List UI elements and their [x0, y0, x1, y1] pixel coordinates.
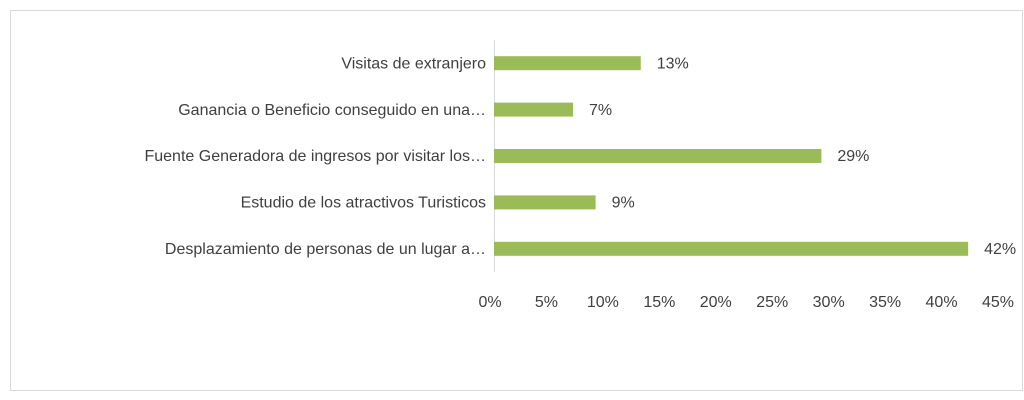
x-tick-label: 30% — [813, 294, 845, 311]
value-label: 13% — [657, 55, 689, 72]
x-tick-label: 45% — [982, 294, 1014, 311]
x-tick-label: 10% — [587, 294, 619, 311]
y-tick-label: Desplazamiento de personas de un lugar a… — [165, 241, 486, 258]
value-label: 42% — [984, 241, 1016, 258]
value-label: 9% — [612, 195, 635, 212]
bar — [494, 102, 574, 117]
x-tick-label: 5% — [535, 294, 558, 311]
chart-frame — [10, 10, 1023, 391]
bar — [494, 149, 822, 163]
y-tick-label: Visitas de extranjero — [341, 55, 486, 72]
x-tick-label: 20% — [700, 294, 732, 311]
x-tick-label: 15% — [643, 294, 675, 311]
value-label: 7% — [589, 102, 612, 119]
y-tick-label: Ganancia o Beneficio conseguido en una… — [178, 102, 486, 119]
y-tick-label: Fuente Generadora de ingresos por visita… — [144, 148, 486, 165]
x-tick-label: 35% — [869, 294, 901, 311]
bar — [494, 241, 969, 256]
x-tick-label: 40% — [926, 294, 958, 311]
y-tick-label: Estudio de los atractivos Turisticos — [241, 195, 486, 212]
x-tick-label: 25% — [756, 294, 788, 311]
bar — [494, 195, 596, 210]
value-label: 29% — [837, 148, 869, 165]
bar — [494, 56, 641, 71]
x-tick-label: 0% — [478, 294, 501, 311]
